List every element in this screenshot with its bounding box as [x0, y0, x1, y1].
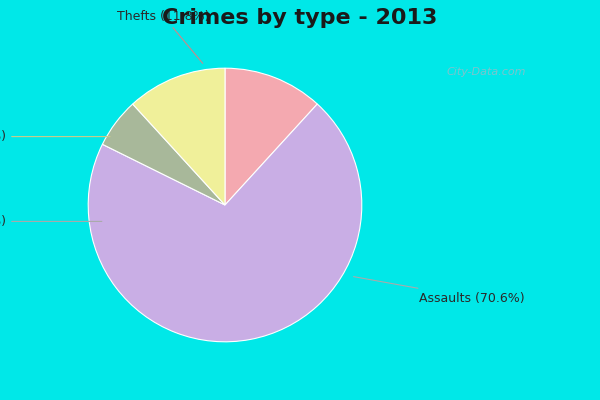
Text: City-Data.com: City-Data.com: [446, 67, 526, 77]
Wedge shape: [225, 68, 317, 205]
Wedge shape: [133, 68, 225, 205]
Text: Burglaries (11.8%): Burglaries (11.8%): [0, 130, 110, 143]
Wedge shape: [103, 104, 225, 205]
Text: Crimes by type - 2013: Crimes by type - 2013: [163, 8, 437, 28]
Text: Rapes (5.9%): Rapes (5.9%): [0, 215, 102, 228]
Text: Thefts (11.8%): Thefts (11.8%): [117, 10, 209, 63]
Wedge shape: [88, 104, 362, 342]
Text: Assaults (70.6%): Assaults (70.6%): [353, 277, 525, 304]
